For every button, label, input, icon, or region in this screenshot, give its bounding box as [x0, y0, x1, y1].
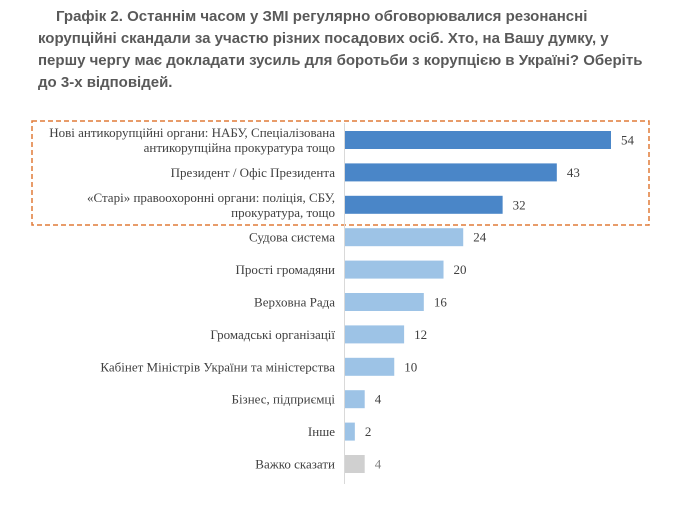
- bar-2: [345, 195, 503, 214]
- bars-group: 54 Нові антикорупційні органи: НАБУ, Спец…: [49, 125, 635, 473]
- category-label-0-line-1: антикорупційна прокуратура тощо: [144, 140, 335, 155]
- bar-value-label-6: 12: [414, 327, 427, 342]
- bar-9: [345, 422, 355, 441]
- bar-10: [345, 455, 365, 473]
- bar-value-label-9: 2: [365, 424, 372, 439]
- bar-value-label-4: 20: [454, 262, 467, 277]
- bar-7: [345, 357, 395, 376]
- category-label-2-line-1: прокуратура, тощо: [231, 205, 335, 220]
- chart-title: Графік 2. Останнім часом у ЗМІ регулярно…: [38, 8, 643, 91]
- bar-value-label-0: 54: [621, 133, 635, 148]
- category-label-8-line-0: Бізнес, підприємці: [231, 392, 335, 407]
- bar-4: [345, 260, 444, 279]
- bar-6: [345, 325, 405, 344]
- category-label-4-line-0: Прості громадяни: [235, 262, 335, 277]
- bar-1: [345, 163, 557, 182]
- bar-5: [345, 293, 424, 311]
- category-label-3-line-0: Судова система: [249, 230, 335, 245]
- category-label-5-line-0: Верховна Рада: [254, 295, 335, 310]
- bar-8: [345, 390, 365, 409]
- bar-value-label-3: 24: [473, 230, 487, 245]
- bar-value-label-1: 43: [567, 165, 580, 180]
- category-label-10-line-0: Важко сказати: [255, 457, 335, 472]
- highlight-frame: [31, 120, 650, 226]
- bar-value-label-2: 32: [513, 197, 526, 212]
- bar-value-label-8: 4: [375, 392, 382, 407]
- category-label-0-line-0: Нові антикорупційні органи: НАБУ, Спеціа…: [49, 125, 335, 140]
- category-label-9-line-0: Інше: [308, 424, 335, 439]
- category-label-7-line-0: Кабінет Міністрів України та міністерств…: [100, 359, 335, 374]
- category-label-2-line-0: «Старі» правоохоронні органи: поліція, С…: [87, 190, 335, 205]
- bar-value-label-5: 16: [434, 295, 448, 310]
- bar-3: [345, 228, 464, 247]
- category-label-1-line-0: Президент / Офіс Президента: [171, 165, 336, 180]
- category-label-6-line-0: Громадські організації: [210, 327, 335, 342]
- bar-value-label-10: 4: [375, 457, 382, 472]
- bar-0: [345, 131, 611, 149]
- bar-value-label-7: 10: [404, 359, 417, 374]
